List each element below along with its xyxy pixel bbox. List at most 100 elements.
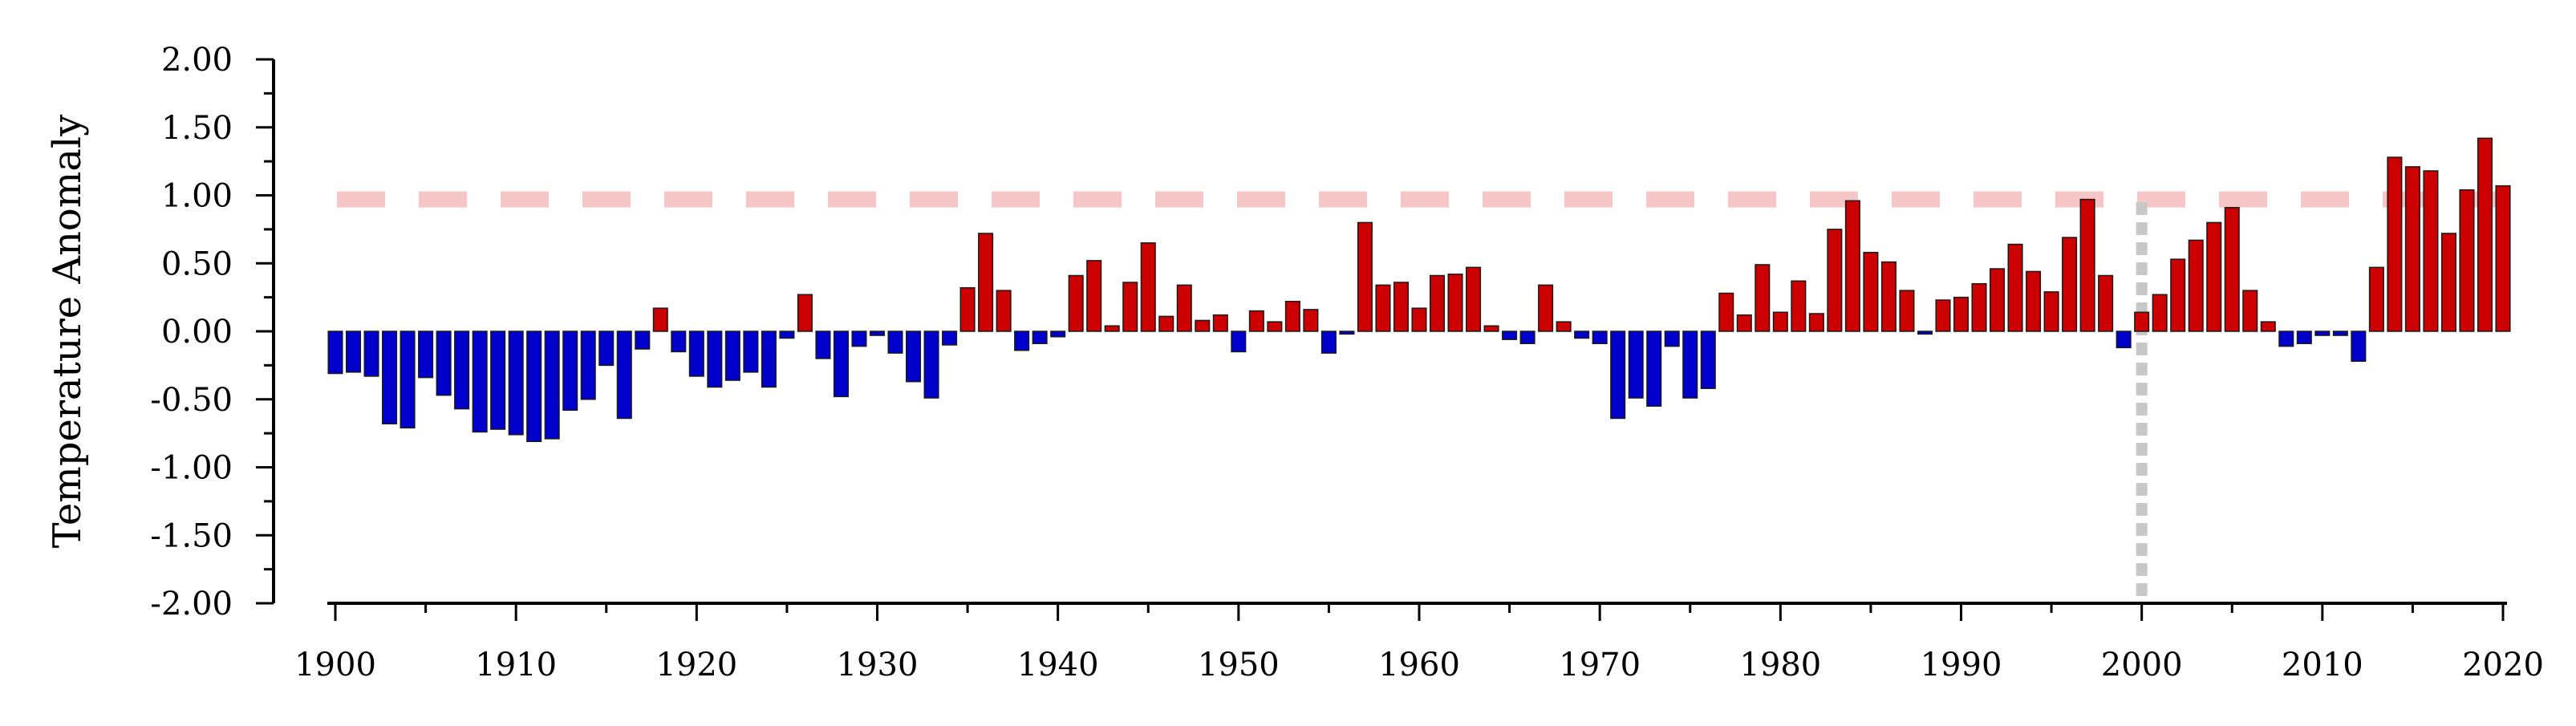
bar-2012 xyxy=(2351,331,2367,363)
bar-1996 xyxy=(2062,237,2078,332)
bar-1941 xyxy=(1068,274,1084,332)
bar-1994 xyxy=(2026,270,2042,332)
x-tick-label: 2010 xyxy=(2282,647,2363,683)
bar-1902 xyxy=(363,331,379,377)
bar-1959 xyxy=(1393,282,1410,332)
bar-1925 xyxy=(779,331,795,339)
bar-1953 xyxy=(1284,300,1300,332)
bar-1904 xyxy=(400,331,416,429)
bar-1914 xyxy=(580,331,596,400)
bar-1901 xyxy=(345,331,362,373)
bar-2002 xyxy=(2170,258,2186,332)
bar-2018 xyxy=(2459,189,2475,332)
bar-1977 xyxy=(1718,292,1734,332)
bar-1986 xyxy=(1880,261,1897,332)
bar-1960 xyxy=(1411,307,1427,332)
bar-1943 xyxy=(1104,325,1120,332)
x-tick-label: 1910 xyxy=(475,647,557,683)
bar-1939 xyxy=(1032,331,1048,345)
y-axis-title: Temperature Anomaly xyxy=(45,115,90,549)
bar-1973 xyxy=(1646,331,1662,407)
bar-2000 xyxy=(2134,311,2150,332)
y-tick-label: 1.00 xyxy=(161,178,233,215)
bar-1955 xyxy=(1320,331,1337,354)
bar-1934 xyxy=(942,331,958,346)
bar-1915 xyxy=(598,331,615,367)
bar-1920 xyxy=(688,331,704,377)
bar-1970 xyxy=(1592,331,1608,345)
bar-1946 xyxy=(1158,315,1174,332)
bar-1931 xyxy=(887,331,903,354)
bar-1922 xyxy=(724,331,740,381)
bar-1972 xyxy=(1628,331,1644,399)
bar-1983 xyxy=(1827,229,1843,332)
bar-1905 xyxy=(418,331,434,379)
bar-1987 xyxy=(1899,290,1915,332)
y-tick-label: 2.00 xyxy=(161,42,233,79)
bar-1944 xyxy=(1122,282,1138,332)
bar-1910 xyxy=(508,331,524,436)
x-tick-label: 1950 xyxy=(1198,647,1280,683)
bar-1954 xyxy=(1303,309,1319,332)
bar-1917 xyxy=(635,331,651,350)
bar-1961 xyxy=(1429,274,1446,332)
bar-1916 xyxy=(616,331,632,420)
bar-2003 xyxy=(2188,239,2204,332)
bar-1912 xyxy=(544,331,560,440)
bar-1923 xyxy=(743,331,759,373)
bar-1921 xyxy=(707,331,723,388)
bar-1992 xyxy=(1990,268,2006,332)
bar-1958 xyxy=(1375,284,1391,332)
bar-1982 xyxy=(1808,313,1824,332)
bar-1969 xyxy=(1574,331,1590,339)
bar-1940 xyxy=(1050,331,1066,338)
bar-1985 xyxy=(1863,251,1879,332)
bar-2013 xyxy=(2368,266,2384,332)
bar-1949 xyxy=(1212,314,1228,332)
bar-1999 xyxy=(2116,331,2132,349)
bar-1971 xyxy=(1610,331,1626,420)
bar-1919 xyxy=(671,331,687,353)
bar-1932 xyxy=(906,331,922,383)
bar-2001 xyxy=(2152,294,2168,332)
bar-1948 xyxy=(1195,319,1211,332)
x-tick-label: 1930 xyxy=(837,647,919,683)
bar-1967 xyxy=(1538,284,1554,332)
y-tick-label: -1.50 xyxy=(150,517,233,554)
bar-1989 xyxy=(1935,299,1951,332)
bar-1968 xyxy=(1556,321,1572,332)
y-tick-label: -0.50 xyxy=(150,382,233,419)
bar-1937 xyxy=(996,290,1012,332)
bar-1935 xyxy=(959,287,976,332)
y-tick-label: 0.50 xyxy=(161,245,233,282)
bar-2006 xyxy=(2242,290,2258,332)
bar-2017 xyxy=(2440,233,2456,332)
bar-1933 xyxy=(923,331,939,399)
bar-1947 xyxy=(1176,284,1192,332)
bar-1978 xyxy=(1736,314,1752,332)
bar-1984 xyxy=(1844,200,1860,332)
x-tick-label: 1900 xyxy=(294,647,376,683)
bar-2014 xyxy=(2387,156,2403,332)
bar-1957 xyxy=(1357,221,1373,332)
bar-1930 xyxy=(869,331,886,336)
bar-2009 xyxy=(2296,331,2312,345)
bar-1965 xyxy=(1502,331,1518,340)
bar-1956 xyxy=(1339,331,1355,335)
bar-1927 xyxy=(815,331,831,359)
reference-lines xyxy=(337,191,2503,603)
x-tick-label: 1940 xyxy=(1017,647,1099,683)
bar-1964 xyxy=(1483,325,1499,332)
bar-1998 xyxy=(2098,274,2114,332)
bar-1903 xyxy=(382,331,398,425)
bar-1911 xyxy=(526,331,542,443)
bar-1950 xyxy=(1231,331,1247,353)
bar-1980 xyxy=(1772,311,1788,332)
bar-2016 xyxy=(2423,170,2439,332)
bar-1990 xyxy=(1953,296,1970,332)
bar-1924 xyxy=(761,331,777,388)
y-tick-label: 1.50 xyxy=(161,110,233,147)
bar-2005 xyxy=(2224,207,2240,332)
bar-2010 xyxy=(2314,331,2331,336)
